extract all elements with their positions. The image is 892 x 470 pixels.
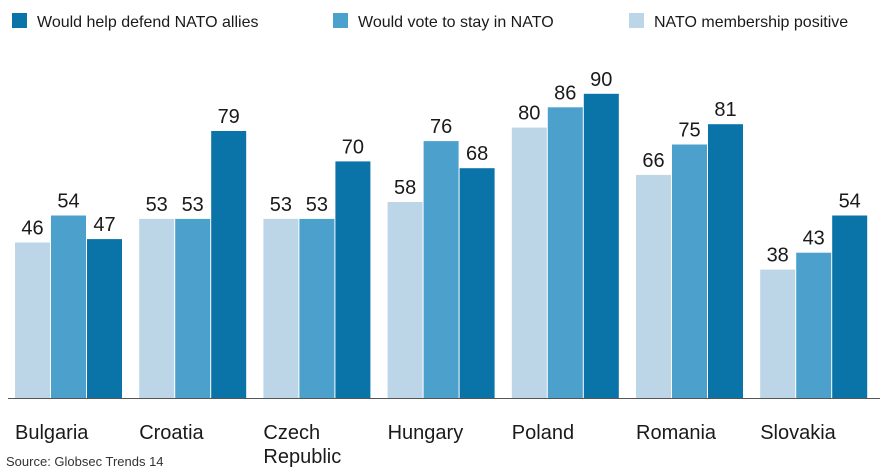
bar-czech-republic-nato-membership-positive [263, 218, 299, 398]
bar-poland-nato-membership-positive [511, 127, 547, 398]
bar-bulgaria-would-help-defend-nato-allies [87, 239, 122, 398]
category-label-slovakia: Slovakia [760, 422, 836, 444]
value-label-bulgaria-would-vote-to-stay-in-nato: 54 [57, 191, 79, 213]
category-label-czech-republic: Czech Republic [263, 422, 341, 468]
legend-swatch-would-help-defend-nato-allies [12, 13, 27, 28]
category-label-croatia: Croatia [139, 422, 204, 444]
legend: Would help defend NATO allies Would vote … [12, 13, 848, 31]
value-label-hungary-nato-membership-positive: 58 [394, 177, 416, 199]
category-labels: Bulgaria Croatia Czech Republic Hungary Polan… [15, 422, 837, 468]
legend-label-would-help-defend-nato-allies: Would help defend NATO allies [37, 14, 258, 31]
value-label-poland-nato-membership-positive: 80 [518, 103, 540, 125]
bar-poland-would-vote-to-stay-in-nato [547, 107, 583, 399]
legend-label-nato-membership-positive: NATO membership positive [654, 14, 848, 31]
value-label-croatia-would-help-defend-nato-allies: 79 [218, 106, 240, 128]
bar-poland-would-help-defend-nato-allies [583, 93, 619, 399]
bar-romania-nato-membership-positive [636, 174, 671, 398]
value-label-croatia-would-vote-to-stay-in-nato: 53 [182, 194, 204, 216]
bar-czech-republic-would-vote-to-stay-in-nato [299, 218, 335, 398]
value-label-romania-nato-membership-positive: 66 [642, 150, 664, 172]
value-label-poland-would-vote-to-stay-in-nato: 86 [554, 82, 576, 104]
value-label-bulgaria-nato-membership-positive: 46 [21, 218, 43, 240]
value-label-croatia-nato-membership-positive: 53 [146, 194, 168, 216]
category-label-hungary: Hungary [388, 422, 464, 444]
value-label-slovakia-would-vote-to-stay-in-nato: 43 [803, 228, 825, 250]
category-label-bulgaria: Bulgaria [15, 422, 89, 444]
value-label-slovakia-would-help-defend-nato-allies: 54 [839, 191, 861, 213]
value-label-czech-republic-would-vote-to-stay-in-nato: 53 [306, 194, 328, 216]
bar-hungary-would-vote-to-stay-in-nato [423, 141, 459, 398]
value-label-hungary-would-help-defend-nato-allies: 68 [466, 143, 488, 165]
bar-bulgaria-nato-membership-positive [15, 242, 50, 398]
bar-romania-would-help-defend-nato-allies [708, 124, 743, 398]
bar-hungary-would-help-defend-nato-allies [459, 168, 495, 398]
value-label-slovakia-nato-membership-positive: 38 [767, 245, 789, 267]
value-label-bulgaria-would-help-defend-nato-allies: 47 [93, 214, 115, 236]
bar-croatia-would-help-defend-nato-allies [211, 131, 247, 398]
bars-group: 46 54 47 53 53 79 53 53 70 58 76 68 80 86 90 66 75 81 38 43… [15, 69, 868, 399]
category-label-poland: Poland [512, 422, 574, 444]
bar-croatia-would-vote-to-stay-in-nato [175, 218, 211, 398]
value-label-romania-would-help-defend-nato-allies: 81 [714, 99, 736, 121]
value-label-hungary-would-vote-to-stay-in-nato: 76 [430, 116, 452, 138]
bar-hungary-nato-membership-positive [387, 202, 423, 398]
source-note: Source: Globsec Trends 14 [6, 454, 164, 469]
category-label-romania: Romania [636, 422, 717, 444]
bar-croatia-nato-membership-positive [139, 218, 175, 398]
bar-slovakia-would-help-defend-nato-allies [832, 215, 868, 398]
bar-slovakia-nato-membership-positive [760, 269, 796, 398]
bar-bulgaria-would-vote-to-stay-in-nato [51, 215, 86, 398]
value-label-czech-republic-nato-membership-positive: 53 [270, 194, 292, 216]
bar-slovakia-would-vote-to-stay-in-nato [796, 252, 832, 398]
bar-czech-republic-would-help-defend-nato-allies [335, 161, 371, 398]
value-label-czech-republic-would-help-defend-nato-allies: 70 [342, 136, 364, 158]
legend-swatch-nato-membership-positive [629, 13, 644, 28]
value-label-romania-would-vote-to-stay-in-nato: 75 [678, 120, 700, 142]
legend-swatch-would-vote-to-stay-in-nato [333, 13, 348, 28]
value-label-poland-would-help-defend-nato-allies: 90 [590, 69, 612, 91]
bar-romania-would-vote-to-stay-in-nato [672, 144, 707, 398]
legend-label-would-vote-to-stay-in-nato: Would vote to stay in NATO [358, 14, 554, 31]
